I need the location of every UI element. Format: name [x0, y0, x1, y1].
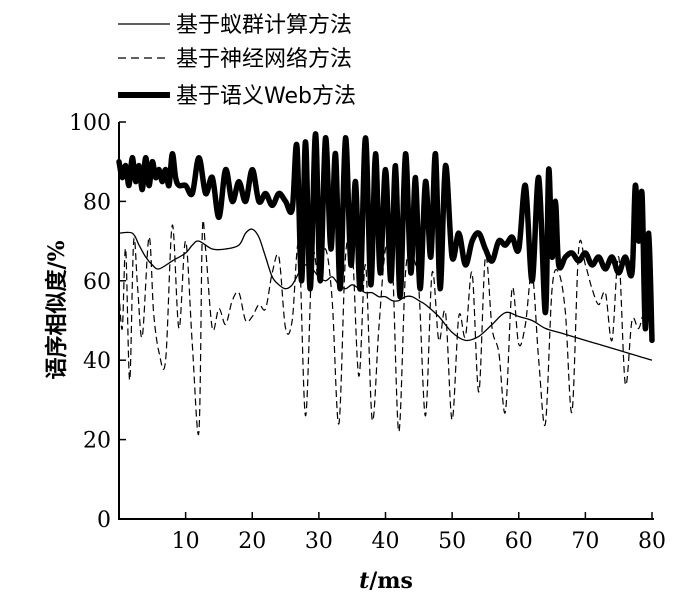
series-line-semantic-web [116, 131, 655, 344]
series-line-neural-network [118, 219, 653, 436]
y-tick-label: 20 [83, 429, 111, 454]
legend-item-semantic-web: 基于语义Web方法 [118, 84, 356, 109]
y-tick-label: 40 [83, 349, 111, 374]
series-line-ant-colony [118, 228, 653, 361]
x-tick-label: 40 [372, 529, 400, 554]
x-tick-label: 60 [505, 529, 533, 554]
y-ticks: 0 20 40 60 80 100 [69, 111, 126, 533]
x-tick-label: 20 [238, 529, 266, 554]
legend-label-semantic-web: 基于语义Web方法 [176, 84, 356, 109]
y-axis-title: 语序相似度/% [44, 240, 70, 379]
y-tick-label: 0 [97, 508, 111, 533]
x-tick-label: 50 [438, 529, 466, 554]
x-tick-label: 30 [305, 529, 333, 554]
x-axis-title: t/ms [359, 568, 413, 594]
axes: 10 20 30 40 50 60 70 80 0 20 40 60 80 100 [69, 111, 666, 554]
x-tick-label: 80 [638, 529, 666, 554]
x-tick-label: 10 [172, 529, 200, 554]
plot-series [116, 131, 655, 436]
legend-item-neural-network: 基于神经网络方法 [118, 47, 352, 72]
x-axis-variable: t [359, 568, 369, 594]
legend: 基于蚁群计算方法 基于神经网络方法 基于语义Web方法 [118, 13, 356, 109]
legend-item-ant-colony: 基于蚁群计算方法 [118, 13, 352, 38]
x-tick-label: 70 [571, 529, 599, 554]
y-tick-label: 60 [83, 270, 111, 295]
x-ticks: 10 20 30 40 50 60 70 80 [172, 512, 666, 554]
y-tick-label: 80 [83, 190, 111, 215]
x-axis-unit: /ms [369, 568, 413, 594]
y-tick-label: 100 [69, 111, 111, 136]
legend-label-ant-colony: 基于蚁群计算方法 [176, 13, 352, 38]
legend-label-neural-network: 基于神经网络方法 [176, 47, 352, 72]
